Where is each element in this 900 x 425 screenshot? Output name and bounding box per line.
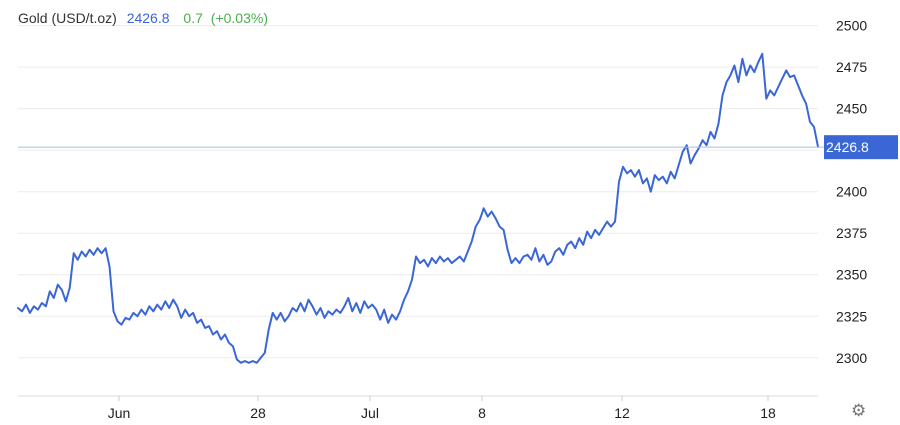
y-tick-label: 2475 [836,59,867,75]
chart-legend: Gold (USD/t.oz) 2426.8 0.7 (+0.03%) [18,10,268,26]
y-tick-label: 2500 [836,18,867,34]
last-value-label: 2426.8 [826,139,869,155]
x-tick-label: 12 [614,405,630,421]
gear-icon[interactable]: ⚙ [851,401,867,420]
price-line [17,52,819,364]
x-tick-label: 28 [250,405,266,421]
current-price: 2426.8 [126,10,170,26]
y-tick-label: 2300 [836,350,867,366]
series-name: Gold (USD/t.oz) [18,10,117,26]
price-change: 0.7 [183,10,203,26]
price-change-percent: (+0.03%) [210,10,268,26]
y-tick-label: 2325 [836,308,867,324]
x-tick-label: Jun [108,405,131,421]
y-tick-label: 2400 [836,184,867,200]
y-tick-label: 2375 [836,225,867,241]
x-tick-label: Jul [361,405,379,421]
last-value-badge [824,135,898,160]
x-tick-label: 18 [760,405,776,421]
y-tick-label: 2350 [836,267,867,283]
x-tick-label: 8 [478,405,486,421]
y-tick-label: 2450 [836,101,867,117]
